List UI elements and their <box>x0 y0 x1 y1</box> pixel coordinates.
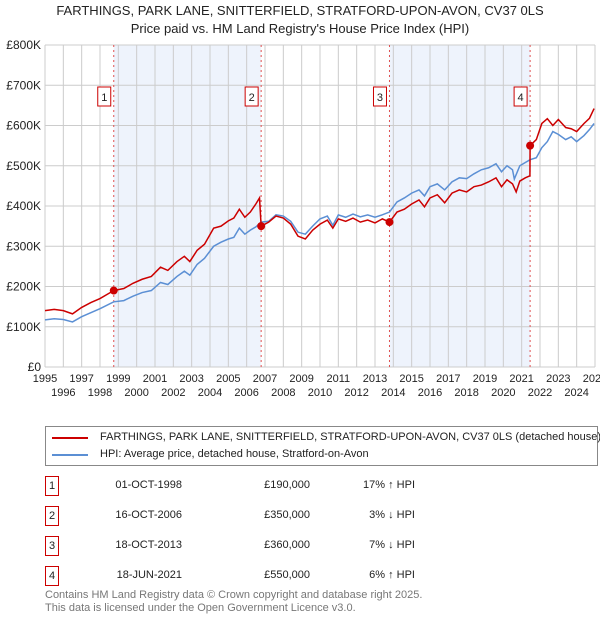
x-tick-label: 1995 <box>33 373 57 385</box>
y-tick-label: £700K <box>6 78 41 92</box>
sale-label-box <box>372 86 387 107</box>
sale-point <box>109 286 118 295</box>
series-line <box>44 123 595 323</box>
transaction-row: 1 01-OCT-1998 £190,000 17% ↑ HPI <box>45 476 445 496</box>
transaction-hpi: 17% ↑ HPI <box>363 479 415 491</box>
x-tick-label: 2022 <box>528 387 552 399</box>
transaction-price: £350,000 <box>264 509 310 521</box>
x-tick-label: 2005 <box>216 373 240 385</box>
legend-swatch-red <box>52 436 88 439</box>
transaction-price: £550,000 <box>264 569 310 581</box>
x-tick-label: 2011 <box>327 373 351 385</box>
transaction-number: 3 <box>45 536 59 556</box>
sale-label: 3 <box>377 92 383 104</box>
x-tick-label: 1996 <box>51 387 75 399</box>
x-tick-label: 2015 <box>399 373 423 385</box>
transaction-price: £190,000 <box>264 479 310 491</box>
x-tick-label: 1999 <box>106 373 130 385</box>
sale-label-box <box>244 86 259 107</box>
transaction-date: 01-OCT-1998 <box>115 479 182 491</box>
y-tick-label: £500K <box>6 159 41 173</box>
x-tick-label: 2024 <box>564 387 588 399</box>
x-tick-label: 1997 <box>69 373 93 385</box>
x-tick-label: 2000 <box>124 387 148 399</box>
transaction-hpi: 7% ↓ HPI <box>369 539 415 551</box>
y-tick-label: £400K <box>6 199 41 213</box>
x-tick-label: 2025 <box>583 373 600 385</box>
legend-label-hpi: HPI: Average price, detached house, Stra… <box>100 448 369 460</box>
transaction-date: 16-OCT-2006 <box>115 509 182 521</box>
sale-point <box>257 222 266 231</box>
x-tick-label: 2014 <box>381 387 405 399</box>
footer-copyright: Contains HM Land Registry data © Crown c… <box>45 589 423 601</box>
transaction-date: 18-JUN-2021 <box>116 569 182 581</box>
y-tick-label: £300K <box>6 239 41 253</box>
transaction-number: 2 <box>45 506 59 526</box>
x-tick-label: 2017 <box>436 373 460 385</box>
x-tick-label: 2009 <box>289 373 313 385</box>
y-tick-label: £600K <box>6 119 41 133</box>
x-tick-label: 2023 <box>546 373 570 385</box>
legend-label-property: FARTHINGS, PARK LANE, SNITTERFIELD, STRA… <box>100 431 600 443</box>
transaction-number: 4 <box>45 566 59 586</box>
sale-label: 2 <box>249 92 255 104</box>
x-tick-label: 2020 <box>491 387 515 399</box>
y-tick-label: £100K <box>6 320 41 334</box>
price-chart: 1995 1996 1997 1998 1999 2000 2001 2002 2003 2004… <box>6 38 600 399</box>
x-tick-label: 2006 <box>234 387 258 399</box>
chart-title: FARTHINGS, PARK LANE, SNITTERFIELD, STRA… <box>56 3 544 18</box>
chart-subtitle: Price paid vs. HM Land Registry's House … <box>130 21 470 36</box>
sale-point <box>526 141 535 150</box>
y-tick-label: £800K <box>6 38 41 52</box>
transaction-hpi: 6% ↑ HPI <box>369 569 415 581</box>
sale-point <box>385 218 394 227</box>
x-tick-label: 1998 <box>88 387 112 399</box>
legend-swatch-blue <box>52 453 88 456</box>
y-tick-label: £0 <box>28 360 42 374</box>
x-tick-label: 2002 <box>161 387 185 399</box>
transaction-number: 1 <box>45 476 59 496</box>
x-tick-label: 2012 <box>344 387 368 399</box>
x-tick-label: 2010 <box>308 387 332 399</box>
transaction-hpi: 3% ↓ HPI <box>369 509 415 521</box>
transaction-row: 2 16-OCT-2006 £350,000 3% ↓ HPI <box>45 506 445 526</box>
x-tick-label: 2021 <box>509 373 533 385</box>
x-tick-label: 2019 <box>473 373 497 385</box>
legend: FARTHINGS, PARK LANE, SNITTERFIELD, STRA… <box>45 426 600 466</box>
x-tick-label: 2007 <box>253 373 277 385</box>
transaction-date: 18-OCT-2013 <box>115 539 182 551</box>
footer-licence: This data is licensed under the Open Gov… <box>45 602 356 614</box>
y-tick-label: £200K <box>6 280 41 294</box>
transaction-price: £360,000 <box>264 539 310 551</box>
transaction-row: 3 18-OCT-2013 £360,000 7% ↓ HPI <box>45 536 445 556</box>
x-tick-label: 2016 <box>418 387 442 399</box>
transaction-row: 4 18-JUN-2021 £550,000 6% ↑ HPI <box>45 566 445 586</box>
x-tick-label: 2004 <box>198 387 222 399</box>
x-tick-label: 2003 <box>179 373 203 385</box>
sale-label: 4 <box>518 92 524 104</box>
series-line <box>44 108 595 315</box>
x-tick-label: 2013 <box>363 373 387 385</box>
x-tick-label: 2008 <box>271 387 295 399</box>
x-tick-label: 2001 <box>143 373 167 385</box>
legend-item-hpi: HPI: Average price, detached house, Stra… <box>52 448 369 461</box>
sale-label: 1 <box>101 92 107 104</box>
sale-label-box <box>97 86 112 107</box>
legend-item-property: FARTHINGS, PARK LANE, SNITTERFIELD, STRA… <box>52 431 600 444</box>
sale-label-box <box>513 86 528 107</box>
x-tick-label: 2018 <box>454 387 478 399</box>
